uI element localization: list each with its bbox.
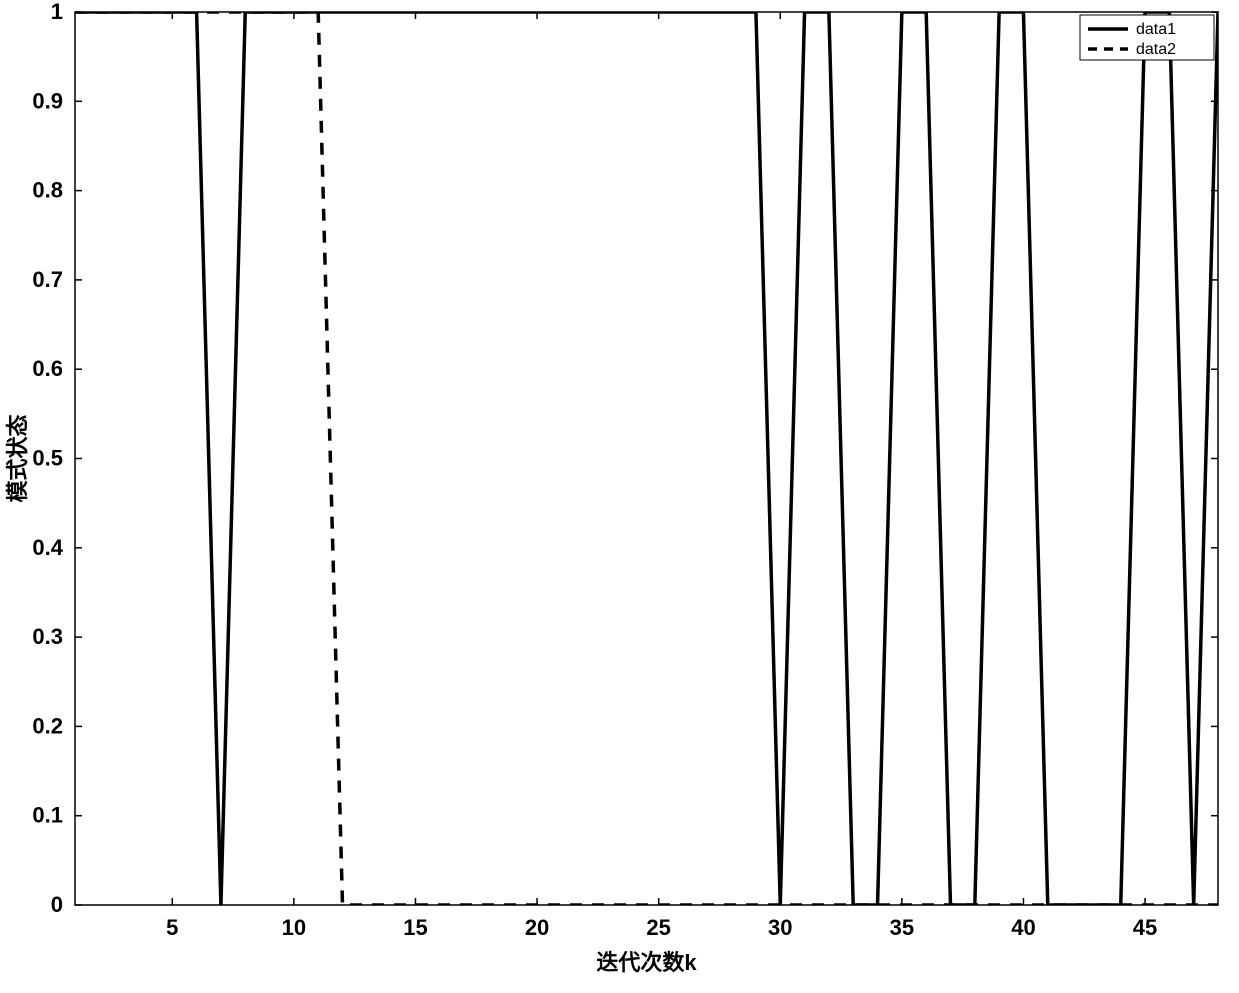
- chart-container: 5 10 15 20 25 30 35 40 45 0 0.1 0.2 0.3 0.4 0.5 0.6 0.7 0…: [0, 0, 1239, 993]
- y-tick-label: 0.7: [32, 267, 63, 292]
- legend-label-data1: data1: [1136, 21, 1176, 38]
- x-tick-label: 35: [890, 915, 914, 940]
- x-tick-label: 40: [1011, 915, 1035, 940]
- y-tick-label: 0.6: [32, 356, 63, 381]
- x-tick-label: 10: [282, 915, 306, 940]
- y-tick-label: 1: [51, 0, 63, 24]
- x-tick-label: 30: [768, 915, 792, 940]
- y-tick-label: 0.8: [32, 178, 63, 203]
- y-tick-label: 0.1: [32, 803, 63, 828]
- y-tick-label: 0.2: [32, 713, 63, 738]
- x-axis-label: 迭代次数k: [596, 950, 697, 975]
- x-tick-label: 15: [403, 915, 427, 940]
- y-tick-label: 0.9: [32, 88, 63, 113]
- x-tick-label: 5: [166, 915, 178, 940]
- y-tick-label: 0.5: [32, 446, 63, 471]
- y-tick-label: 0.4: [32, 535, 63, 560]
- y-tick-label: 0: [51, 892, 63, 917]
- y-tick-label: 0.3: [32, 624, 63, 649]
- legend-label-data2: data2: [1136, 41, 1176, 58]
- legend: data1 data2: [1080, 15, 1214, 60]
- x-tick-label: 20: [525, 915, 549, 940]
- x-tick-label: 25: [646, 915, 670, 940]
- mode-state-chart: 5 10 15 20 25 30 35 40 45 0 0.1 0.2 0.3 0.4 0.5 0.6 0.7 0…: [0, 0, 1239, 993]
- x-tick-label: 45: [1133, 915, 1157, 940]
- y-axis-label: 模式状态: [5, 414, 30, 502]
